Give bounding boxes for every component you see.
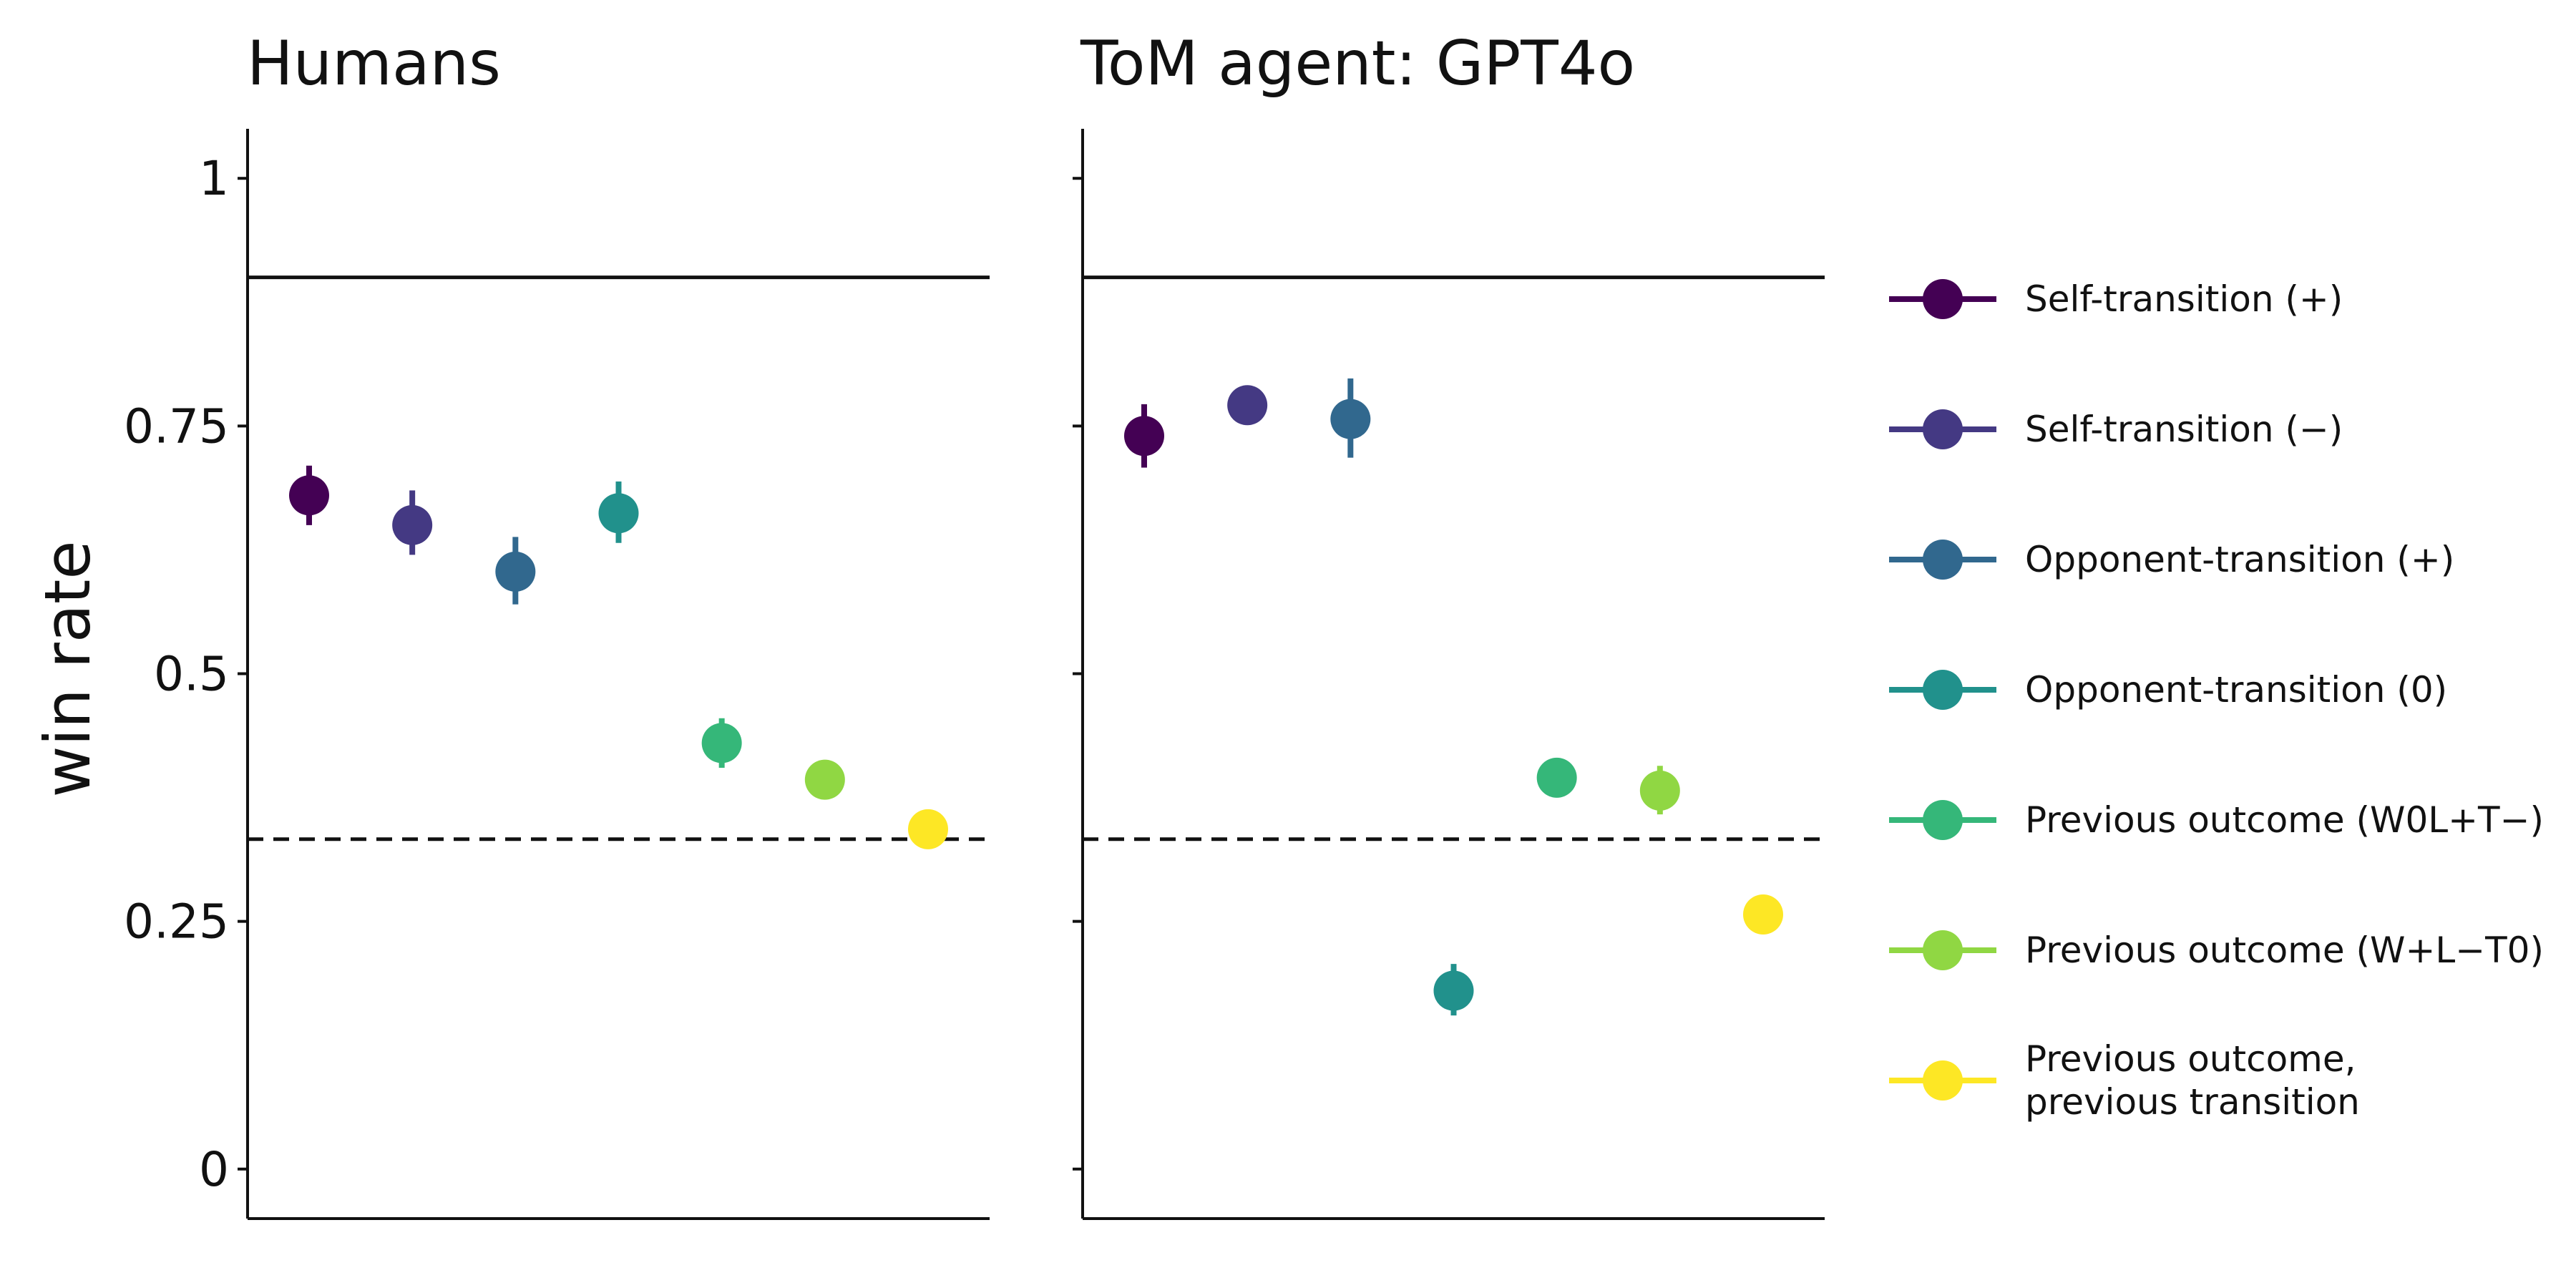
legend-swatch — [1923, 1060, 1963, 1101]
data-point — [804, 759, 845, 800]
legend-item: Previous outcome, previous transition — [1889, 1038, 2360, 1123]
data-point — [1124, 416, 1164, 457]
legend-item: Opponent-transition (+) — [1889, 539, 2454, 580]
legend-item: Previous outcome (W0L+T−) — [1889, 799, 2544, 841]
legend: Self-transition (+) Self-transition (−) Op… — [1889, 278, 2544, 1123]
y-tick-label: 0.5 — [154, 647, 229, 702]
data-point — [1330, 399, 1371, 439]
data-point — [1639, 770, 1680, 811]
legend-item: Self-transition (+) — [1889, 278, 2343, 320]
y-tick-label: 0.25 — [124, 894, 229, 950]
legend-label: Self-transition (+) — [2025, 278, 2343, 320]
data-point — [1536, 757, 1577, 798]
legend-swatch — [1923, 279, 1963, 319]
legend-item: Previous outcome (W+L−T0) — [1889, 930, 2544, 971]
legend-swatch — [1923, 930, 1963, 970]
legend-swatch — [1923, 670, 1963, 710]
data-point — [1743, 894, 1783, 935]
legend-item: Opponent-transition (0) — [1889, 669, 2447, 711]
data-point — [495, 551, 536, 592]
y-axis-title: win rate — [31, 541, 104, 798]
y-tick-label: 0.75 — [124, 399, 229, 454]
legend-label: Self-transition (−) — [2025, 409, 2343, 450]
legend-label: Previous outcome, previous transition — [2025, 1038, 2360, 1123]
data-point — [701, 723, 742, 763]
data-point — [598, 493, 639, 534]
legend-swatch — [1923, 540, 1963, 580]
panel-tom-agent-gpt4o: ToM agent: GPT4o — [1073, 28, 1825, 1220]
legend-label: Previous outcome (W+L−T0) — [2025, 930, 2544, 971]
legend-item: Self-transition (−) — [1889, 409, 2343, 450]
data-point — [392, 504, 433, 545]
data-point — [289, 475, 329, 516]
legend-label: Opponent-transition (0) — [2025, 669, 2447, 711]
panel-title-tom-agent: ToM agent: GPT4o — [1080, 28, 1635, 99]
data-point — [1227, 385, 1268, 426]
y-tick-label: 1 — [199, 151, 229, 206]
panel-humans: Humans 0 0.25 0.5 0.75 1 — [124, 28, 990, 1220]
data-point — [908, 809, 948, 849]
y-tick-label: 0 — [199, 1142, 229, 1197]
legend-swatch — [1923, 409, 1963, 449]
legend-label: Opponent-transition (+) — [2025, 539, 2454, 580]
legend-label: Previous outcome (W0L+T−) — [2025, 799, 2544, 841]
legend-swatch — [1923, 800, 1963, 840]
panel-title-humans: Humans — [247, 28, 501, 99]
data-point — [1433, 970, 1474, 1011]
